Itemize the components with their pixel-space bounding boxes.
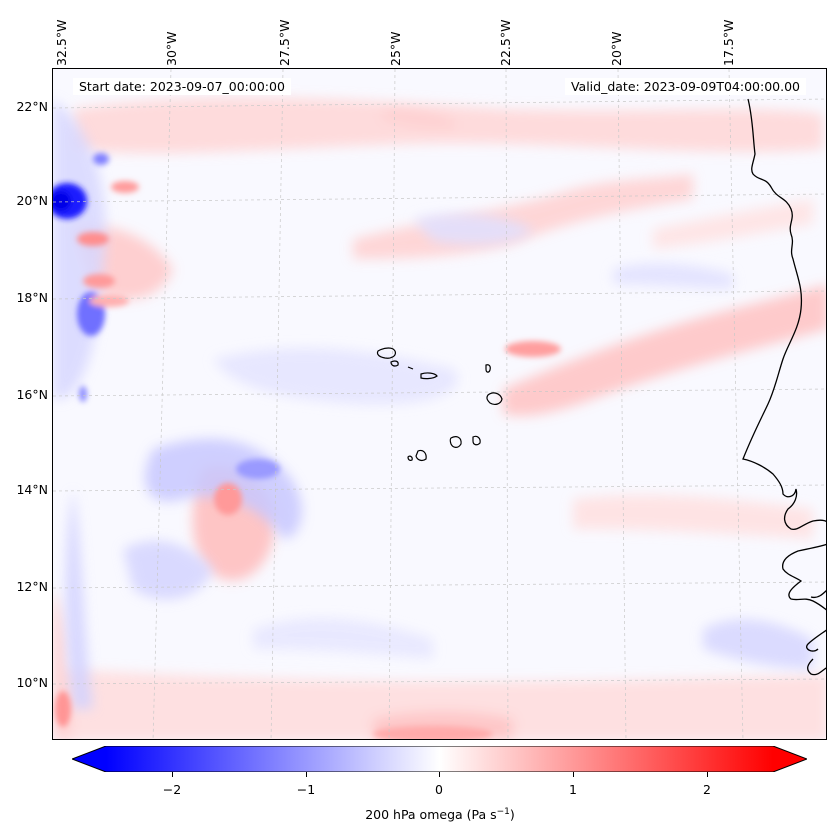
colorbar-tick-label: 0 <box>435 782 443 797</box>
omega-map[interactable]: Start date: 2023-09-07_00:00:00 Valid_da… <box>52 68 827 740</box>
colorbar-tick-mark <box>439 772 440 777</box>
colorbar-title-end: ) <box>509 807 515 823</box>
colorbar-max-extend <box>773 746 807 772</box>
africa-coastline <box>742 98 826 676</box>
colorbar <box>72 746 807 772</box>
lat-label-18N: 18°N <box>16 290 48 305</box>
lon-label-32.5W: 32.5°W <box>54 19 69 66</box>
colorbar-tick-label: −1 <box>296 782 316 797</box>
colorbar-tick-mark <box>707 772 708 777</box>
colorbar-tick-mark <box>172 772 173 777</box>
lon-label-30W: 30°W <box>164 31 179 66</box>
colorbar-min-extend <box>72 746 106 772</box>
colorbar-gradient <box>106 746 773 772</box>
lon-label-25W: 25°W <box>388 31 403 66</box>
lon-label-22.5W: 22.5°W <box>498 19 513 66</box>
colorbar-tick-mark <box>573 772 574 777</box>
lon-label-17.5W: 17.5°W <box>721 19 736 66</box>
colorbar-title: 200 hPa omega (Pa s−1) <box>0 807 837 822</box>
lat-label-22N: 22°N <box>16 99 48 114</box>
cape-verde-islands <box>376 347 503 462</box>
lat-label-12N: 12°N <box>16 579 48 594</box>
colorbar-tick-label: 2 <box>703 782 711 797</box>
lon-label-27.5W: 27.5°W <box>277 19 292 66</box>
lat-label-16N: 16°N <box>16 387 48 402</box>
start-date-label: Start date: 2023-09-07_00:00:00 <box>73 78 291 95</box>
omega-field <box>53 69 826 739</box>
lat-label-10N: 10°N <box>16 675 48 690</box>
graticule <box>53 69 826 739</box>
lon-label-20W: 20°W <box>609 31 624 66</box>
lat-label-20N: 20°N <box>16 193 48 208</box>
west-edge-features <box>53 153 561 739</box>
lat-label-14N: 14°N <box>16 482 48 497</box>
colorbar-title-main: 200 hPa omega (Pa s <box>365 807 497 823</box>
colorbar-tick-label: 1 <box>569 782 577 797</box>
colorbar-title-exponent: −1 <box>496 807 510 817</box>
colorbar-tick-mark <box>306 772 307 777</box>
valid-date-label: Valid_date: 2023-09-09T04:00:00.00 <box>564 78 806 95</box>
colorbar-tick-label: −2 <box>162 782 182 797</box>
